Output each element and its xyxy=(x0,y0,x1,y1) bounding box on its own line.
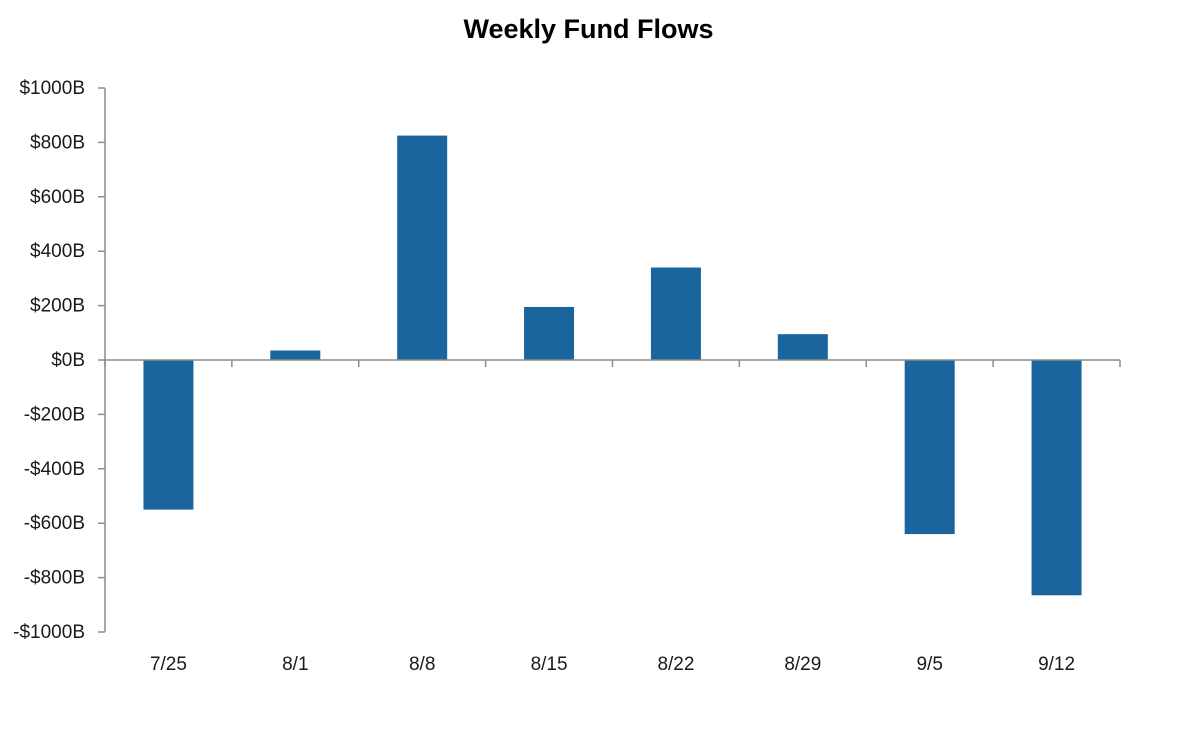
x-tick-label: 8/1 xyxy=(282,654,308,675)
x-tick-label: 8/29 xyxy=(784,654,821,675)
x-tick-label: 9/12 xyxy=(1038,654,1075,675)
y-tick-label: -$600B xyxy=(24,513,85,534)
y-tick-label: $0B xyxy=(51,350,85,371)
x-tick-label: 8/22 xyxy=(657,654,694,675)
bar-8-22 xyxy=(650,267,701,360)
bar-8-8 xyxy=(397,135,448,360)
y-tick-label: -$800B xyxy=(24,568,85,589)
y-tick-label: $600B xyxy=(30,187,85,208)
bar-8-15 xyxy=(524,306,575,360)
bar-8-29 xyxy=(777,334,828,360)
y-tick-label: -$200B xyxy=(24,404,85,425)
bar-9-5 xyxy=(904,360,955,535)
y-tick-label: $1000B xyxy=(19,78,85,99)
y-tick-label: -$1000B xyxy=(13,622,85,643)
bar-7-25 xyxy=(143,360,194,510)
x-tick-label: 8/15 xyxy=(531,654,568,675)
y-tick-label: -$400B xyxy=(24,459,85,480)
y-tick-label: $800B xyxy=(30,132,85,153)
x-tick-label: 9/5 xyxy=(916,654,942,675)
x-tick-label: 8/8 xyxy=(409,654,435,675)
chart-title: Weekly Fund Flows xyxy=(463,14,714,44)
y-tick-label: $400B xyxy=(30,241,85,262)
bar-8-1 xyxy=(270,350,321,360)
y-tick-label: $200B xyxy=(30,296,85,317)
bar-9-12 xyxy=(1031,360,1082,596)
x-tick-label: 7/25 xyxy=(150,654,187,675)
